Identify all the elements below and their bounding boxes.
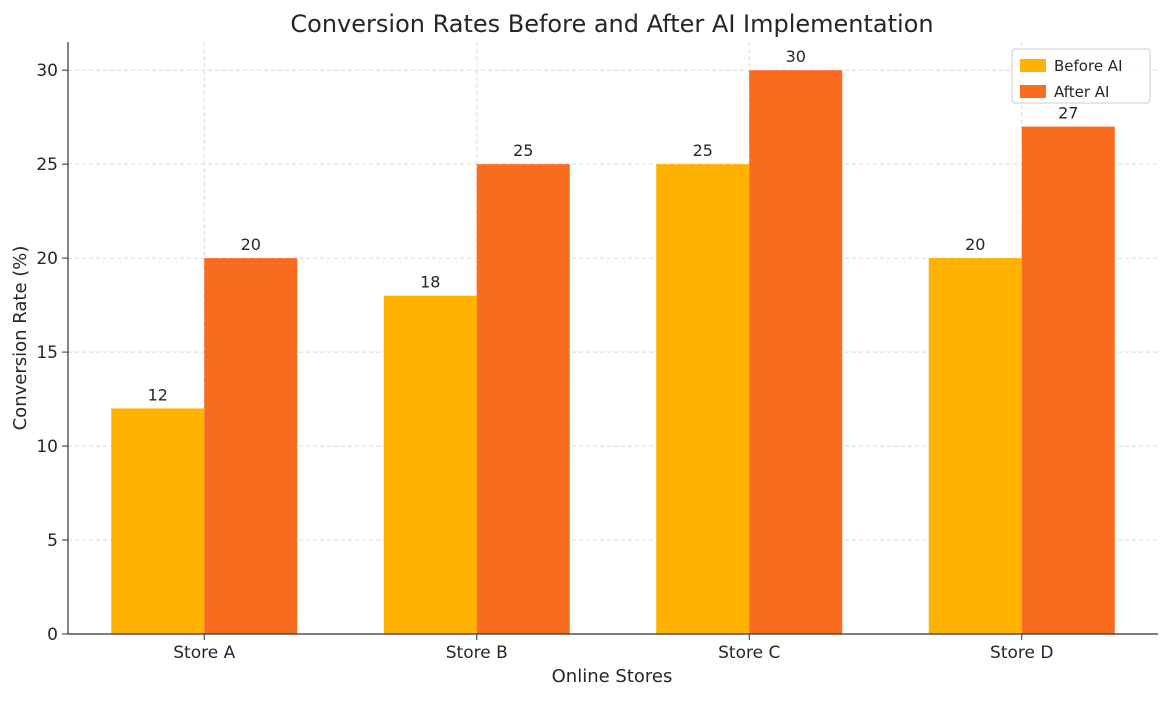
x-tick-label: Store C xyxy=(718,643,780,663)
bar xyxy=(204,258,298,634)
bar xyxy=(476,164,570,634)
y-tick-label: 20 xyxy=(36,249,58,269)
data-label: 25 xyxy=(693,141,713,160)
y-tick-label: 30 xyxy=(36,61,58,81)
legend-swatch xyxy=(1020,85,1046,98)
bar xyxy=(1021,126,1115,635)
axes: 0 5 10 15 20 25 30 Store A Store B Store C Store D xyxy=(36,42,1158,663)
x-tick-label: Store D xyxy=(990,643,1053,663)
bar xyxy=(928,258,1022,634)
x-tick-label: Store A xyxy=(173,643,235,663)
legend-label: Before AI xyxy=(1054,57,1123,75)
data-label: 27 xyxy=(1058,104,1078,123)
x-axis-label: Online Stores xyxy=(552,666,673,687)
bar xyxy=(111,408,205,634)
data-label: 30 xyxy=(786,47,806,66)
legend: Before AI After AI xyxy=(1011,48,1151,104)
legend-box xyxy=(1011,48,1151,104)
legend-swatch xyxy=(1020,59,1046,72)
bar xyxy=(656,164,750,634)
data-label: 18 xyxy=(420,273,440,292)
legend-label: After AI xyxy=(1054,83,1109,101)
bar xyxy=(383,295,477,634)
x-tick-label: Store B xyxy=(446,643,508,663)
data-label: 12 xyxy=(148,385,168,404)
bars xyxy=(111,70,1115,635)
y-tick-label: 15 xyxy=(36,343,58,363)
data-label: 20 xyxy=(965,235,985,254)
y-tick-label: 10 xyxy=(36,437,58,457)
y-tick-label: 25 xyxy=(36,155,58,175)
chart-title: Conversion Rates Before and After AI Imp… xyxy=(290,10,933,38)
data-label: 25 xyxy=(513,141,533,160)
bar xyxy=(749,70,843,634)
y-axis-label: Conversion Rate (%) xyxy=(10,246,31,431)
data-label: 20 xyxy=(241,235,261,254)
y-tick-label: 0 xyxy=(47,625,58,645)
data-labels: 12 20 18 25 25 30 20 27 xyxy=(148,47,1079,404)
y-tick-label: 5 xyxy=(47,531,58,551)
